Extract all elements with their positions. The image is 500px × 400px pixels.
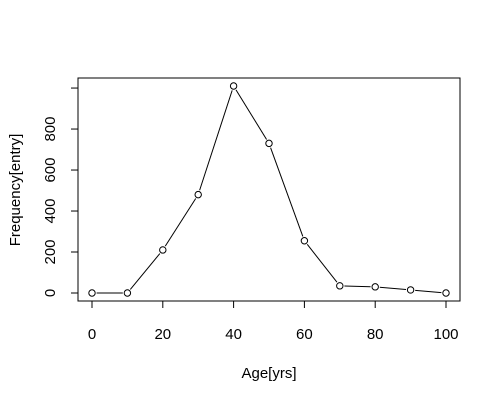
series-line-segment	[379, 286, 407, 291]
data-point	[194, 190, 202, 199]
x-tick-label: 100	[433, 326, 458, 343]
y-tick-label: 600	[42, 158, 59, 183]
x-tick-label: 40	[225, 326, 242, 343]
y-tick-label: 0	[42, 289, 59, 297]
series-line-segment	[344, 285, 371, 288]
series-line-segment	[306, 244, 338, 283]
data-point	[371, 283, 379, 291]
x-tick-label: 60	[296, 326, 313, 343]
data-point	[159, 246, 167, 254]
x-axis: 0 20 40 60 80 100	[88, 300, 459, 343]
x-tick-label: 0	[88, 326, 96, 343]
series-line-segment	[164, 198, 197, 247]
data-point	[229, 82, 238, 90]
y-axis: 0 200 400 600 800	[42, 87, 79, 297]
data-point	[406, 286, 415, 294]
plot-frame	[77, 77, 461, 302]
data-point	[336, 282, 344, 290]
y-tick-label: 200	[42, 239, 59, 264]
y-tick-label: 800	[42, 117, 59, 142]
series-line-segment	[415, 289, 442, 294]
y-axis-label: Frequency[entry]	[7, 134, 24, 247]
series-line-segment	[199, 90, 233, 191]
series-line-segment	[270, 147, 304, 237]
data-point	[123, 289, 132, 297]
data-point	[265, 139, 273, 148]
y-tick-label: 400	[42, 199, 59, 224]
x-tick-label: 20	[154, 326, 171, 343]
x-tick-label: 80	[367, 326, 384, 343]
series-line-segment	[129, 253, 161, 290]
series-layer	[88, 82, 450, 297]
data-point	[442, 289, 450, 297]
x-axis-label: Age[yrs]	[241, 365, 296, 382]
data-point	[88, 289, 96, 297]
series-line-segment	[235, 89, 268, 140]
data-point	[300, 237, 309, 245]
